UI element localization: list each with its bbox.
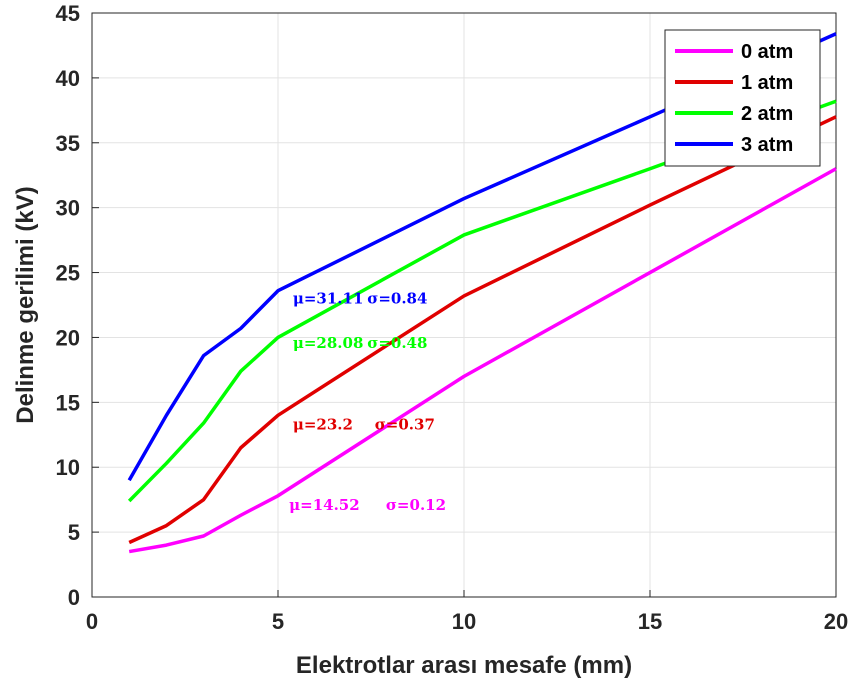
annotation-sigma: σ=0.84	[367, 290, 427, 308]
x-tick-label: 5	[272, 609, 284, 634]
x-tick-label: 10	[452, 609, 476, 634]
series-lines	[127, 32, 837, 554]
legend-label: 1 atm	[741, 72, 793, 94]
annotation-sigma: σ=0.12	[386, 496, 446, 514]
y-tick-label: 15	[56, 390, 80, 415]
x-tick-label: 20	[824, 609, 848, 634]
annotation-mu: μ=28.08	[293, 334, 364, 352]
annotation-mu: μ=23.2	[293, 416, 353, 434]
y-tick-label: 0	[68, 585, 80, 610]
y-axis-label: Delinme gerilimi (kV)	[12, 186, 39, 423]
legend-label: 2 atm	[741, 103, 793, 125]
y-tick-label: 10	[56, 455, 80, 480]
legend-label: 0 atm	[741, 41, 793, 63]
legend-label: 3 atm	[741, 134, 793, 156]
x-tick-label: 0	[86, 609, 98, 634]
annotation-mu: μ=14.52	[289, 496, 360, 514]
series-line-2-atm	[127, 99, 837, 503]
x-axis-label: Elektrotlar arası mesafe (mm)	[296, 652, 632, 679]
y-tick-label: 5	[68, 520, 80, 545]
annotation-sigma: σ=0.37	[375, 416, 435, 434]
series-line-1-atm	[128, 115, 837, 545]
x-tick-label: 15	[638, 609, 662, 634]
annotations: μ=31.11 σ=0.84 μ=28.08 σ=0.48 μ=23.2 σ=0.37 μ=…	[289, 290, 446, 514]
annotation-sigma: σ=0.48	[367, 334, 427, 352]
y-tick-label: 35	[56, 131, 80, 156]
annotation-mu: μ=31.11	[293, 290, 364, 308]
y-tick-label: 20	[56, 325, 80, 350]
y-tick-label: 30	[56, 196, 80, 221]
series-line-0-atm	[128, 167, 837, 554]
y-tick-label: 40	[56, 66, 80, 91]
series-line-3-atm	[127, 32, 837, 482]
y-tick-label: 45	[56, 1, 80, 26]
y-tick-label: 25	[56, 261, 80, 286]
axis-ticks: 0 5 10 15 20 0 5 10 15 20 25 30 35 40 45	[56, 1, 849, 634]
legend: 0 atm 1 atm 2 atm 3 atm	[664, 29, 821, 167]
